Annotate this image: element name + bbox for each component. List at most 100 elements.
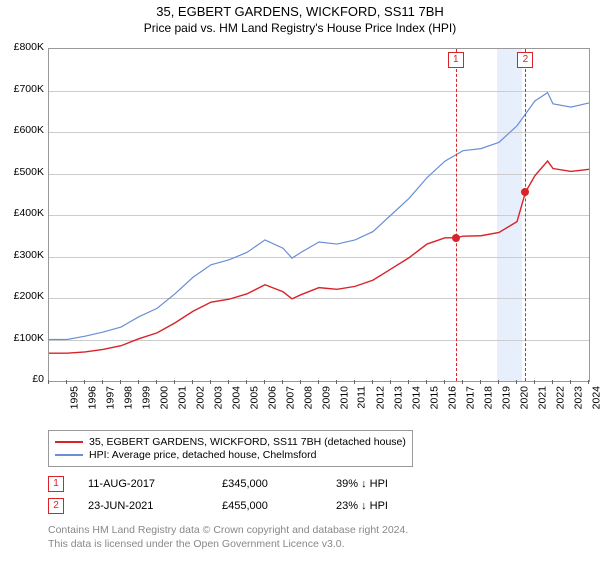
marker-vline	[456, 49, 457, 381]
x-tick	[480, 380, 481, 384]
x-axis-label: 2007	[284, 386, 296, 409]
x-axis-label: 2003	[212, 386, 224, 409]
x-axis-label: 1996	[86, 386, 98, 409]
series-line	[49, 93, 589, 340]
datarow-diff: 23% ↓ HPI	[336, 500, 388, 512]
legend-box: 35, EGBERT GARDENS, WICKFORD, SS11 7BH (…	[48, 430, 413, 467]
x-tick	[354, 380, 355, 384]
x-axis-label: 2013	[392, 386, 404, 409]
series-lines	[49, 49, 589, 381]
legend-label: 35, EGBERT GARDENS, WICKFORD, SS11 7BH (…	[89, 436, 406, 448]
x-axis-label: 2006	[266, 386, 278, 409]
datarow-diff: 39% ↓ HPI	[336, 478, 388, 490]
x-axis-label: 2004	[230, 386, 242, 409]
marker-number: 2	[517, 52, 533, 68]
x-axis-label: 2015	[428, 386, 440, 409]
chart-container: 35, EGBERT GARDENS, WICKFORD, SS11 7BH P…	[0, 4, 600, 564]
x-tick	[516, 380, 517, 384]
x-tick	[66, 380, 67, 384]
x-tick	[210, 380, 211, 384]
x-axis-label: 2005	[248, 386, 260, 409]
x-axis-label: 1998	[122, 386, 134, 409]
y-axis-label: £100K	[2, 332, 44, 344]
y-axis-label: £200K	[2, 290, 44, 302]
x-axis-label: 2022	[554, 386, 566, 409]
y-axis-label: £600K	[2, 124, 44, 136]
x-tick	[264, 380, 265, 384]
x-tick	[498, 380, 499, 384]
x-tick	[408, 380, 409, 384]
x-axis-label: 1999	[140, 386, 152, 409]
legend-item: 35, EGBERT GARDENS, WICKFORD, SS11 7BH (…	[55, 436, 406, 448]
x-tick	[282, 380, 283, 384]
x-axis-label: 2011	[356, 386, 368, 409]
y-axis-label: £800K	[2, 41, 44, 53]
x-tick	[552, 380, 553, 384]
x-tick	[48, 380, 49, 384]
x-tick	[372, 380, 373, 384]
y-axis-label: £500K	[2, 166, 44, 178]
x-axis-label: 2000	[158, 386, 170, 409]
x-axis-label: 2024	[590, 386, 600, 409]
x-axis-label: 2009	[320, 386, 332, 409]
x-axis-label: 2008	[302, 386, 314, 409]
x-tick	[462, 380, 463, 384]
x-axis-label: 2017	[464, 386, 476, 409]
chart-title: 35, EGBERT GARDENS, WICKFORD, SS11 7BH	[0, 4, 600, 19]
x-tick	[390, 380, 391, 384]
x-tick	[336, 380, 337, 384]
x-axis-label: 2002	[194, 386, 206, 409]
x-axis-label: 2021	[536, 386, 548, 409]
footer-line-2: This data is licensed under the Open Gov…	[48, 538, 345, 550]
legend-label: HPI: Average price, detached house, Chel…	[89, 449, 316, 461]
data-row-1: 111-AUG-2017£345,00039% ↓ HPI	[48, 476, 388, 492]
y-axis-label: £400K	[2, 207, 44, 219]
x-tick	[156, 380, 157, 384]
data-row-2: 2 23-JUN-2021 £455,000 23% ↓ HPI	[48, 498, 388, 514]
marker-number: 1	[448, 52, 464, 68]
x-axis-label: 2001	[176, 386, 188, 409]
x-axis-label: 2018	[482, 386, 494, 409]
datarow-marker: 1	[48, 476, 64, 492]
x-axis-label: 2020	[518, 386, 530, 409]
x-axis-label: 2010	[338, 386, 350, 409]
x-axis-label: 1997	[104, 386, 116, 409]
x-tick	[174, 380, 175, 384]
datarow-marker: 2	[48, 498, 64, 514]
y-axis-label: £300K	[2, 249, 44, 261]
x-tick	[102, 380, 103, 384]
x-tick	[534, 380, 535, 384]
x-tick	[570, 380, 571, 384]
x-tick	[138, 380, 139, 384]
legend-item: HPI: Average price, detached house, Chel…	[55, 449, 406, 461]
x-axis-label: 2012	[374, 386, 386, 409]
datarow-price: £345,000	[222, 478, 312, 490]
x-tick	[192, 380, 193, 384]
x-axis-label: 2014	[410, 386, 422, 409]
x-tick	[588, 380, 589, 384]
datarow-date: 23-JUN-2021	[88, 500, 198, 512]
x-axis-label: 2023	[572, 386, 584, 409]
x-tick	[228, 380, 229, 384]
chart-subtitle: Price paid vs. HM Land Registry's House …	[0, 21, 600, 35]
series-line	[49, 161, 589, 353]
x-tick	[444, 380, 445, 384]
marker-point	[521, 188, 529, 196]
datarow-price: £455,000	[222, 500, 312, 512]
y-axis-label: £0	[2, 373, 44, 385]
x-tick	[246, 380, 247, 384]
x-tick	[426, 380, 427, 384]
legend-swatch	[55, 454, 83, 456]
marker-point	[452, 234, 460, 242]
x-axis-label: 2019	[500, 386, 512, 409]
plot-area: 12	[48, 48, 590, 382]
x-axis-label: 1995	[68, 386, 80, 409]
footer-line-1: Contains HM Land Registry data © Crown c…	[48, 524, 408, 536]
y-axis-label: £700K	[2, 83, 44, 95]
x-tick	[300, 380, 301, 384]
x-tick	[318, 380, 319, 384]
x-tick	[84, 380, 85, 384]
x-axis-label: 2016	[446, 386, 458, 409]
legend-swatch	[55, 441, 83, 443]
x-tick	[120, 380, 121, 384]
